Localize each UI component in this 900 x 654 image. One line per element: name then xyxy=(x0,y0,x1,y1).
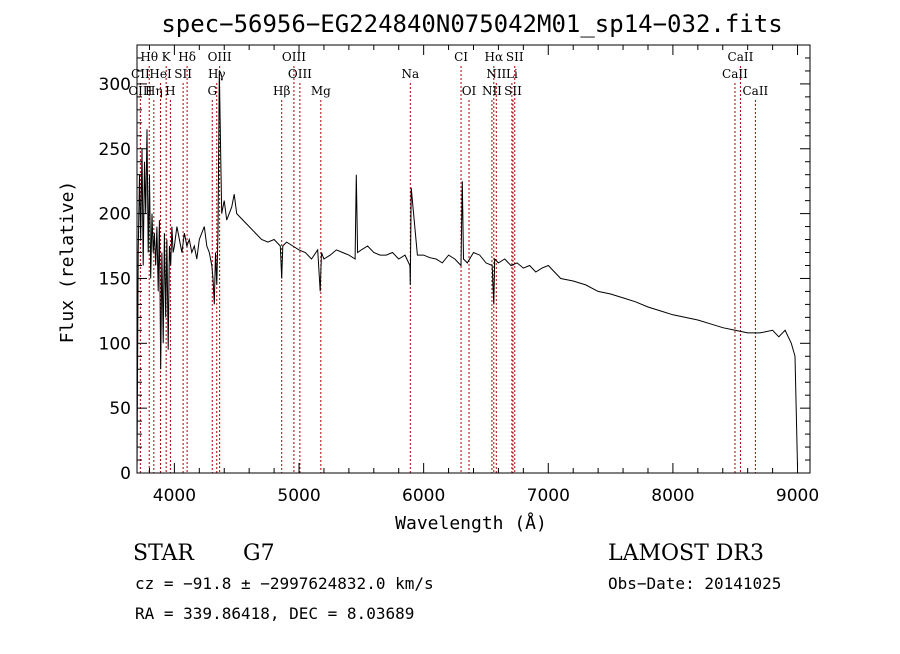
line-label: H xyxy=(165,84,175,98)
line-label: K xyxy=(162,50,172,64)
observation-date: Obs−Date: 20141025 xyxy=(608,574,781,593)
survey-name: LAMOST DR3 xyxy=(608,541,764,566)
line-label: CII xyxy=(131,67,150,81)
chart-title: spec−56956−EG224840N075042M01_sp14−032.f… xyxy=(161,10,782,38)
object-subclass: G7 xyxy=(243,541,275,566)
x-axis-ticks: 4000 5000 6000 7000 8000 9000 xyxy=(148,45,819,506)
line-label: Hβ xyxy=(273,84,290,98)
line-label: Na xyxy=(401,67,419,81)
line-label: CaII xyxy=(722,67,748,81)
y-tick-label: 0 xyxy=(120,464,131,484)
line-label: OIII xyxy=(282,50,306,64)
spectrum-line xyxy=(136,70,798,474)
coordinates: RA = 339.86418, DEC = 8.03689 xyxy=(135,604,414,623)
line-label: Hγ xyxy=(208,67,226,81)
line-label: SII xyxy=(506,50,524,64)
redshift-velocity: cz = −91.8 ± −2997624832.0 km/s xyxy=(135,574,434,593)
line-label: NII xyxy=(482,84,502,98)
line-label: OI xyxy=(462,84,477,98)
line-label: OIII xyxy=(288,67,312,81)
y-tick-label: 50 xyxy=(109,399,131,419)
y-axis-ticks: 0 50 100 150 200 250 300 xyxy=(99,57,810,484)
line-label: OIII xyxy=(208,50,232,64)
line-label: CaII xyxy=(728,50,754,64)
line-label: Hθ xyxy=(140,50,158,64)
y-tick-label: 100 xyxy=(99,334,131,354)
y-tick-label: 250 xyxy=(99,140,131,160)
x-axis-label: Wavelength (Å) xyxy=(395,512,547,534)
line-label: CaII xyxy=(742,84,768,98)
line-label: SII xyxy=(504,84,522,98)
line-label: Hδ xyxy=(178,50,196,64)
line-label: Mg xyxy=(311,84,331,98)
line-label: CI xyxy=(454,50,468,64)
plot-frame xyxy=(136,44,811,474)
line-label: OIII xyxy=(128,84,152,98)
line-label: Hη xyxy=(145,84,163,98)
x-tick-label: 4000 xyxy=(153,486,196,506)
x-tick-label: 7000 xyxy=(527,486,570,506)
y-tick-label: 200 xyxy=(99,205,131,225)
y-axis-label: Flux (relative) xyxy=(57,181,78,344)
line-label: Li xyxy=(506,67,518,81)
y-tick-label: 300 xyxy=(99,75,131,95)
line-label: HeI xyxy=(149,67,172,81)
line-label: NII xyxy=(486,67,506,81)
line-label: Hα xyxy=(485,50,504,64)
line-label: G xyxy=(207,84,217,98)
y-tick-label: 150 xyxy=(99,269,131,289)
x-tick-label: 5000 xyxy=(277,486,320,506)
spectral-line-markers xyxy=(139,66,756,473)
x-tick-label: 8000 xyxy=(651,486,694,506)
x-tick-label: 9000 xyxy=(776,486,819,506)
x-tick-label: 6000 xyxy=(402,486,445,506)
line-label: SII xyxy=(174,67,192,81)
object-class: STAR xyxy=(133,541,195,566)
